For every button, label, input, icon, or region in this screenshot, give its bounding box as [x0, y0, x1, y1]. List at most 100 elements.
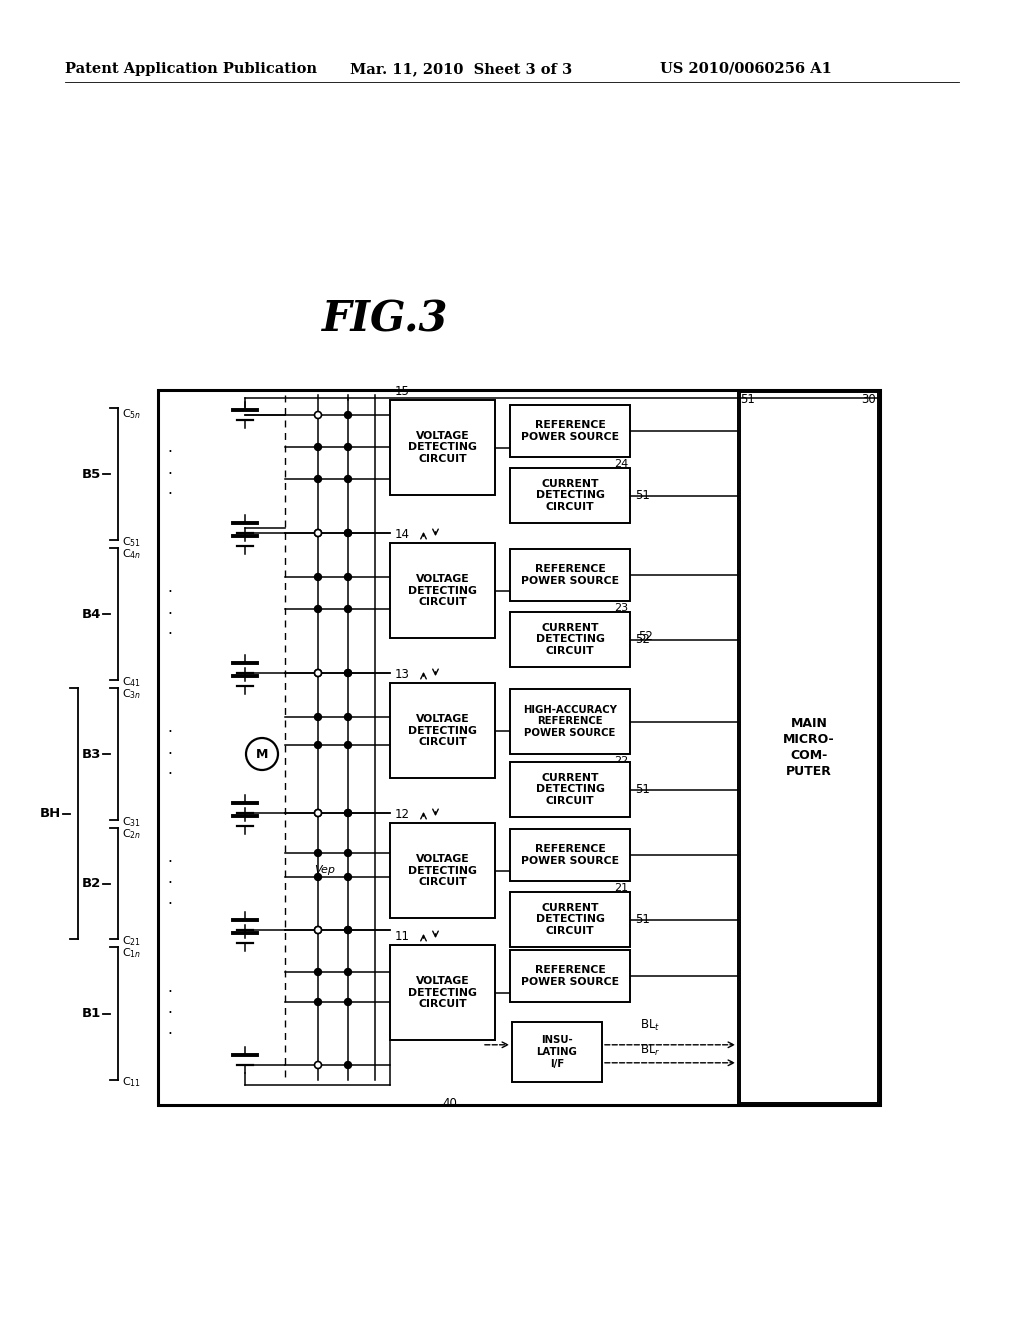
- Text: FIG.3: FIG.3: [322, 298, 449, 341]
- Circle shape: [314, 606, 322, 612]
- Text: C$_{4n}$: C$_{4n}$: [122, 546, 141, 561]
- Circle shape: [344, 529, 351, 536]
- Circle shape: [344, 669, 351, 676]
- Circle shape: [344, 1061, 351, 1068]
- Text: C$_{3n}$: C$_{3n}$: [122, 686, 141, 701]
- Text: M: M: [256, 747, 268, 760]
- Circle shape: [344, 969, 351, 975]
- Text: ·
·
·: · · ·: [168, 586, 172, 643]
- Text: 51: 51: [635, 913, 650, 927]
- Text: BL$_t$: BL$_t$: [640, 1018, 660, 1032]
- Bar: [510, 762, 630, 817]
- Circle shape: [344, 444, 351, 450]
- Text: ·
·
·: · · ·: [168, 726, 172, 783]
- Circle shape: [344, 669, 351, 676]
- Text: C$_{41}$: C$_{41}$: [122, 675, 141, 689]
- Circle shape: [314, 669, 322, 676]
- Circle shape: [344, 412, 351, 418]
- Text: HIGH-ACCURACY
REFERENCE
POWER SOURCE: HIGH-ACCURACY REFERENCE POWER SOURCE: [523, 705, 616, 738]
- Circle shape: [314, 742, 322, 748]
- Circle shape: [314, 927, 322, 933]
- Bar: [510, 689, 630, 754]
- Text: CURRENT
DETECTING
CIRCUIT: CURRENT DETECTING CIRCUIT: [536, 479, 604, 512]
- Bar: [158, 389, 880, 1105]
- Text: B5: B5: [82, 467, 101, 480]
- Text: VOLTAGE
DETECTING
CIRCUIT: VOLTAGE DETECTING CIRCUIT: [408, 714, 477, 747]
- Text: REFERENCE
POWER SOURCE: REFERENCE POWER SOURCE: [521, 845, 618, 866]
- Bar: [390, 682, 495, 777]
- Text: ·
·
·: · · ·: [168, 855, 172, 912]
- Circle shape: [314, 714, 322, 721]
- Text: US 2010/0060256 A1: US 2010/0060256 A1: [660, 62, 831, 77]
- Text: BH: BH: [40, 807, 61, 820]
- Bar: [510, 469, 630, 523]
- Text: 40: 40: [442, 1097, 458, 1110]
- Bar: [390, 945, 495, 1040]
- Text: C$_{31}$: C$_{31}$: [122, 814, 141, 829]
- Text: 15: 15: [395, 385, 410, 399]
- Circle shape: [314, 969, 322, 975]
- Circle shape: [344, 742, 351, 748]
- Text: BL$_r$: BL$_r$: [640, 1043, 660, 1057]
- Circle shape: [344, 874, 351, 880]
- Circle shape: [314, 529, 322, 536]
- Text: 24: 24: [613, 459, 628, 469]
- Text: ·
·
·: · · ·: [168, 985, 172, 1041]
- Text: VOLTAGE
DETECTING
CIRCUIT: VOLTAGE DETECTING CIRCUIT: [408, 574, 477, 607]
- Bar: [390, 543, 495, 638]
- Text: 51: 51: [740, 393, 755, 407]
- Text: INSU-
LATING
I/F: INSU- LATING I/F: [537, 1035, 578, 1069]
- Bar: [740, 392, 878, 1104]
- Bar: [510, 612, 630, 667]
- Bar: [390, 822, 495, 917]
- Text: VOLTAGE
DETECTING
CIRCUIT: VOLTAGE DETECTING CIRCUIT: [408, 854, 477, 887]
- Bar: [510, 405, 630, 457]
- Text: 12: 12: [395, 808, 410, 821]
- Circle shape: [314, 927, 322, 933]
- Text: 23: 23: [613, 603, 628, 612]
- Circle shape: [344, 809, 351, 817]
- Text: 30: 30: [861, 393, 876, 407]
- Text: C$_{5n}$: C$_{5n}$: [122, 407, 141, 421]
- Circle shape: [314, 529, 322, 536]
- Circle shape: [314, 850, 322, 857]
- Circle shape: [344, 475, 351, 483]
- Text: C$_{1n}$: C$_{1n}$: [122, 946, 141, 960]
- Text: ·
·
·: · · ·: [168, 446, 172, 503]
- Text: B1: B1: [82, 1007, 101, 1020]
- Text: VOLTAGE
DETECTING
CIRCUIT: VOLTAGE DETECTING CIRCUIT: [408, 975, 477, 1008]
- Circle shape: [344, 573, 351, 581]
- Bar: [512, 1022, 602, 1082]
- Text: Mar. 11, 2010  Sheet 3 of 3: Mar. 11, 2010 Sheet 3 of 3: [350, 62, 572, 77]
- Text: Vep: Vep: [314, 865, 335, 875]
- Bar: [510, 892, 630, 946]
- Text: 13: 13: [395, 668, 410, 681]
- Text: Patent Application Publication: Patent Application Publication: [65, 62, 317, 77]
- Text: VOLTAGE
DETECTING
CIRCUIT: VOLTAGE DETECTING CIRCUIT: [408, 430, 477, 465]
- Text: 51: 51: [635, 488, 650, 502]
- Circle shape: [314, 669, 322, 676]
- Text: B4: B4: [82, 607, 101, 620]
- Circle shape: [314, 573, 322, 581]
- Circle shape: [344, 850, 351, 857]
- Circle shape: [314, 475, 322, 483]
- Circle shape: [344, 927, 351, 933]
- Text: C$_{11}$: C$_{11}$: [122, 1074, 141, 1089]
- Circle shape: [344, 529, 351, 536]
- Text: REFERENCE
POWER SOURCE: REFERENCE POWER SOURCE: [521, 965, 618, 987]
- Text: B3: B3: [82, 747, 101, 760]
- Bar: [510, 950, 630, 1002]
- Circle shape: [314, 809, 322, 817]
- Circle shape: [314, 809, 322, 817]
- Text: REFERENCE
POWER SOURCE: REFERENCE POWER SOURCE: [521, 564, 618, 586]
- Circle shape: [314, 444, 322, 450]
- Circle shape: [344, 809, 351, 817]
- Bar: [390, 400, 495, 495]
- Circle shape: [314, 874, 322, 880]
- Circle shape: [344, 927, 351, 933]
- Text: 51: 51: [635, 783, 650, 796]
- Circle shape: [314, 998, 322, 1006]
- Bar: [510, 549, 630, 601]
- Text: 52: 52: [638, 630, 653, 643]
- Text: 14: 14: [395, 528, 410, 541]
